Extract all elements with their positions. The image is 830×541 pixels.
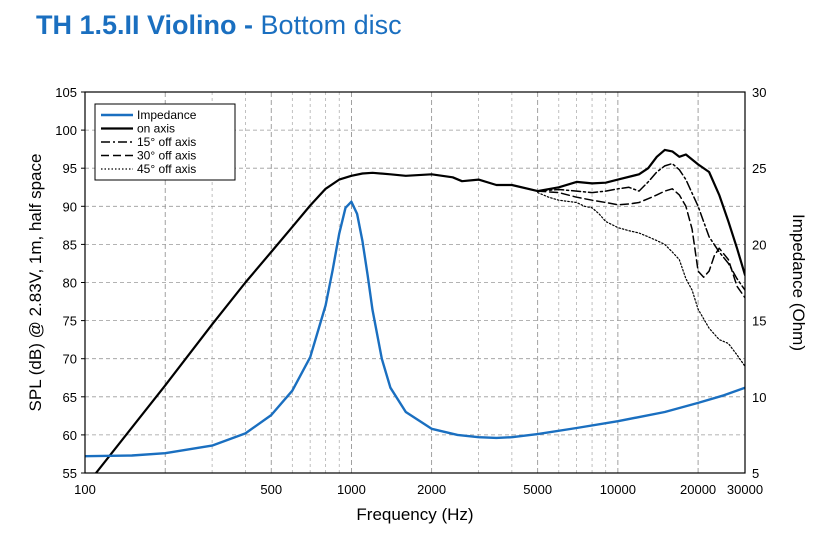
- y-axis-label: SPL (dB) @ 2.83V, 1m, half space: [26, 154, 45, 412]
- legend-label: 30° off axis: [137, 149, 196, 163]
- x-tick-label: 20000: [680, 482, 716, 497]
- y-tick-label: 75: [63, 314, 77, 329]
- series-layer: [85, 148, 745, 473]
- legend-label: Impedance: [137, 108, 197, 122]
- y2-tick-label: 30: [752, 85, 766, 100]
- x-tick-label: 30000: [727, 482, 763, 497]
- y2-tick-label: 20: [752, 237, 766, 252]
- x-tick-label: 2000: [417, 482, 446, 497]
- y-tick-label: 70: [63, 352, 77, 367]
- x-tick-label: 1000: [337, 482, 366, 497]
- title-main: TH 1.5.II Violino: [36, 10, 237, 40]
- y-tick-label: 100: [55, 123, 77, 138]
- x-axis-label: Frequency (Hz): [356, 505, 473, 524]
- series-line-3: [536, 188, 745, 299]
- y2-tick-label: 5: [752, 466, 759, 481]
- y2-axis-label: Impedance (Ohm): [789, 214, 808, 351]
- legend-label: 15° off axis: [137, 135, 196, 149]
- title-separator: -: [236, 10, 261, 40]
- page-title: TH 1.5.II Violino - Bottom disc: [36, 10, 402, 41]
- series-line-2: [536, 162, 745, 291]
- grid-lines: [85, 92, 745, 473]
- x-tick-label: 500: [260, 482, 282, 497]
- y-tick-label: 60: [63, 428, 77, 443]
- x-tick-label: 10000: [600, 482, 636, 497]
- legend-label: 45° off axis: [137, 162, 196, 176]
- series-line-1: [94, 148, 745, 473]
- legend-label: on axis: [137, 122, 175, 136]
- y-tick-label: 90: [63, 199, 77, 214]
- tick-labels: 55 60 65 70 75 80 85 90 95 100 105 5 10 15 20 25 30 100 50…: [55, 85, 766, 497]
- title-sub: Bottom disc: [260, 10, 402, 40]
- y-tick-label: 80: [63, 276, 77, 291]
- y-tick-label: 55: [63, 466, 77, 481]
- y-tick-label: 85: [63, 237, 77, 252]
- y-tick-label: 65: [63, 390, 77, 405]
- y2-tick-label: 10: [752, 390, 766, 405]
- y2-tick-label: 15: [752, 314, 766, 329]
- x-tick-label: 100: [74, 482, 96, 497]
- series-line-0: [85, 200, 745, 458]
- y-tick-label: 95: [63, 161, 77, 176]
- x-tick-label: 5000: [523, 482, 552, 497]
- y-tick-label: 105: [55, 85, 77, 100]
- y2-tick-label: 25: [752, 161, 766, 176]
- series-line-4: [537, 192, 745, 367]
